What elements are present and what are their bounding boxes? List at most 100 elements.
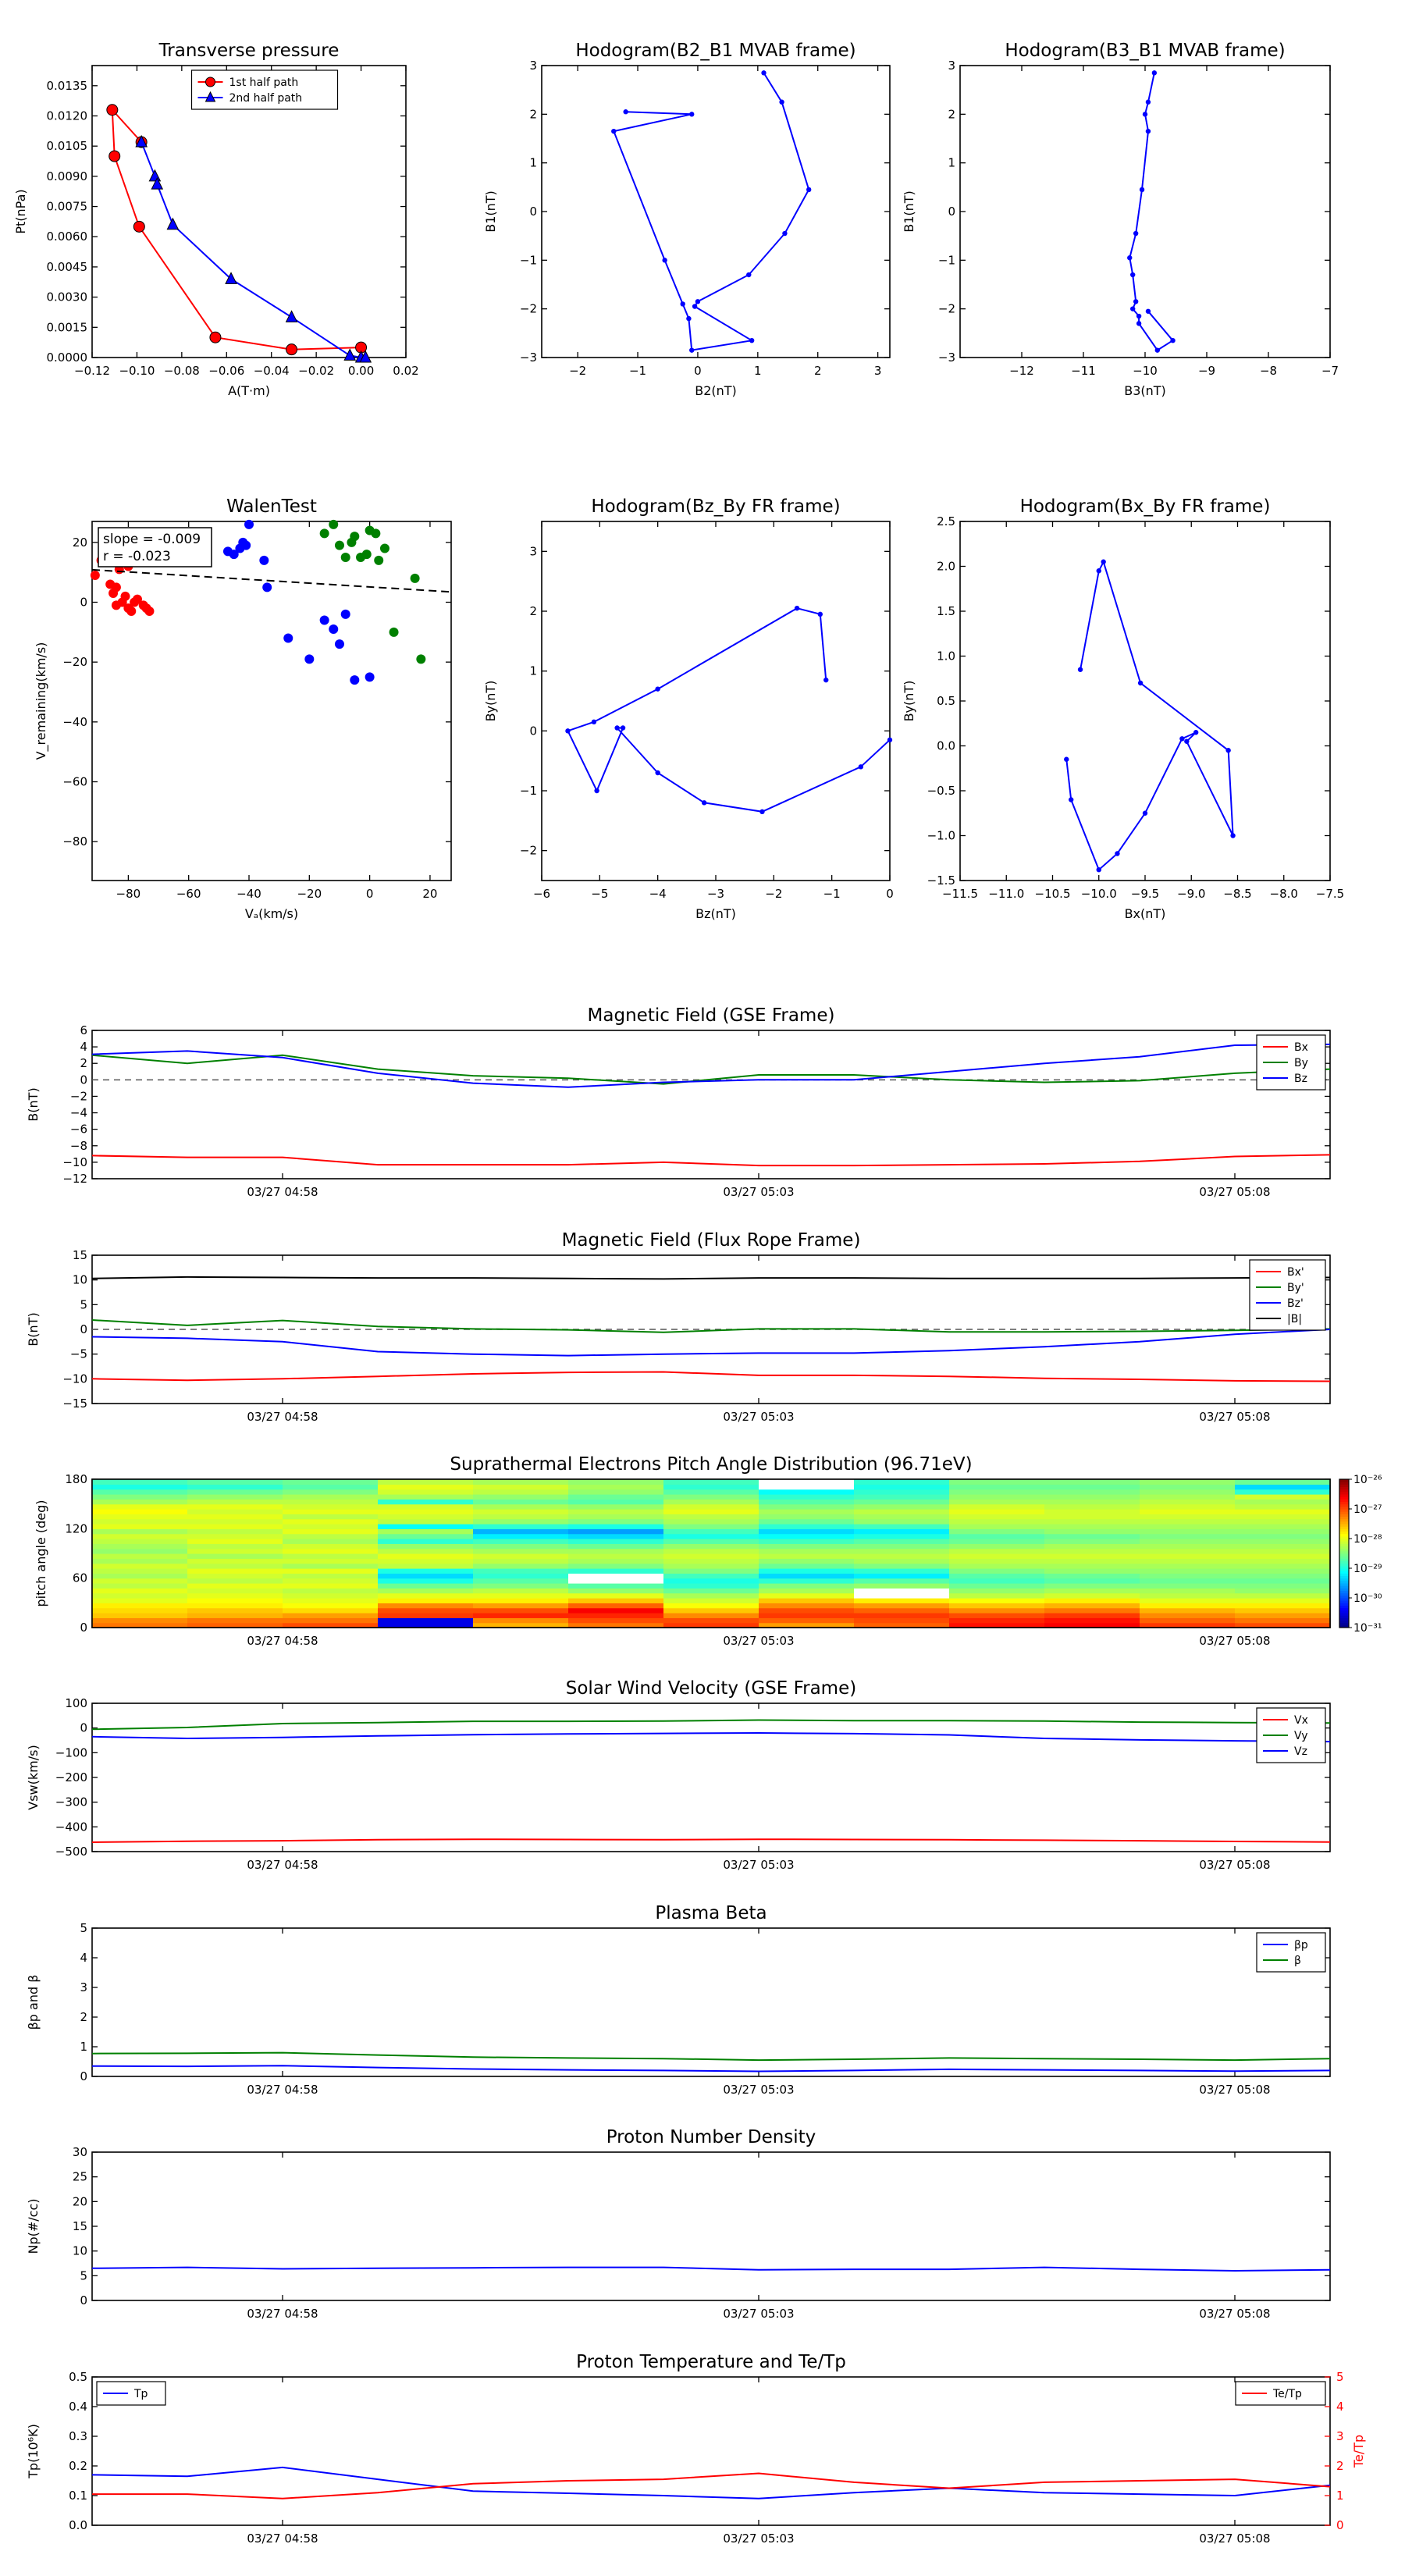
series-line-Vx [91, 1838, 1331, 1843]
y-tick-label: 0.0 [937, 739, 955, 753]
x-tick-label: 03/27 05:08 [1199, 2532, 1270, 2546]
heatmap-cell [92, 1622, 188, 1628]
heatmap-cell [759, 1518, 855, 1525]
x-tick-label: 2 [814, 364, 822, 378]
y-tick-label: −3 [938, 350, 955, 365]
x-tick-label: −9.5 [1131, 887, 1159, 901]
chart-transverse_pressure: Transverse pressure−0.12 −0.10 −0.08 −0.06−… [13, 41, 419, 398]
chart-title: Proton Temperature and Te/Tp [576, 2352, 846, 2372]
series-line-By [91, 1319, 1331, 1333]
heatmap-cell [1235, 1503, 1331, 1510]
plot-frame [91, 65, 407, 358]
heatmap-cell [1044, 1613, 1140, 1618]
heatmap-cell [663, 1489, 759, 1495]
x-tick-label: −9 [1198, 364, 1215, 378]
heatmap-cell [473, 1518, 569, 1525]
chart-title: Hodogram(Bz_By FR frame) [591, 496, 840, 517]
heatmap-cell [378, 1479, 474, 1485]
heatmap-cell [568, 1533, 664, 1539]
heatmap-cell [1044, 1494, 1140, 1500]
heatmap-cell [759, 1543, 855, 1550]
y-tick-label: 0.4 [69, 2400, 87, 2414]
heatmap-cell [473, 1489, 569, 1495]
data-point [761, 70, 767, 76]
scatter-point-blue [241, 540, 251, 550]
colorbar-segment [1339, 1484, 1349, 1487]
heatmap-cell [1044, 1573, 1140, 1579]
chart-title: Hodogram(Bx_By FR frame) [1020, 496, 1271, 517]
colorbar-segment [1339, 1556, 1349, 1559]
heatmap-cell [568, 1617, 664, 1624]
heatmap-cell [473, 1494, 569, 1500]
colorbar-segment [1339, 1580, 1349, 1584]
scatter-point-red [111, 582, 121, 592]
heatmap-cell [568, 1607, 664, 1614]
y-tick-label: 3 [80, 1980, 87, 1994]
y-tick-label-right: 0 [1336, 2518, 1344, 2532]
colorbar-segment [1339, 1615, 1349, 1618]
colorbar-label: 10⁻²⁹ [1353, 1563, 1382, 1575]
heatmap-cell [187, 1553, 283, 1559]
x-tick-label: −0.08 [164, 364, 200, 378]
data-point [806, 187, 812, 193]
heatmap-cell [854, 1528, 950, 1535]
y-axis-label: B1(nT) [902, 190, 916, 233]
heatmap-cell [378, 1583, 474, 1589]
heatmap-cell [759, 1548, 855, 1554]
heatmap-cell [949, 1563, 1045, 1569]
heatmap-cell [378, 1568, 474, 1574]
scatter-point-blue [259, 555, 269, 565]
legend-label: Vx [1294, 1714, 1308, 1727]
plot-frame [91, 2151, 1331, 2301]
chart-title: Suprathermal Electrons Pitch Angle Distr… [450, 1454, 972, 1475]
x-tick-label: −1 [629, 364, 646, 378]
heatmap-cell [473, 1578, 569, 1584]
chart-title: Proton Number Density [606, 2127, 816, 2147]
y-tick-label-right: 5 [1336, 2370, 1344, 2384]
heatmap-cell [378, 1548, 474, 1554]
heatmap-cell [663, 1617, 759, 1624]
heatmap-cell [283, 1607, 379, 1614]
heatmap-cell [949, 1553, 1045, 1559]
colorbar-segment [1339, 1548, 1349, 1552]
data-point [565, 728, 571, 734]
annotation-box [98, 527, 212, 568]
chart-title: Transverse pressure [158, 41, 340, 61]
x-tick-label: −11.0 [988, 887, 1024, 901]
x-tick-label: −7 [1321, 364, 1339, 378]
colorbar-segment [1339, 1539, 1349, 1542]
heatmap-cell [854, 1494, 950, 1500]
heatmap-cell [1044, 1499, 1140, 1505]
heatmap-cell [949, 1592, 1045, 1599]
y-tick-label: 2 [948, 107, 955, 121]
heatmap-cell [1044, 1543, 1140, 1550]
heatmap-cell [949, 1598, 1045, 1603]
heatmap-cell [759, 1479, 855, 1485]
heatmap-cell [187, 1514, 283, 1520]
y-tick-label-right: 4 [1336, 2400, 1344, 2414]
colorbar-label: 10⁻²⁸ [1353, 1533, 1382, 1546]
heatmap-cell [1140, 1528, 1236, 1535]
annotation-r: r = -0.023 [103, 549, 171, 564]
heatmap-cell [187, 1592, 283, 1599]
colorbar-segment [1339, 1506, 1349, 1510]
x-tick-label: 03/27 05:08 [1199, 1858, 1270, 1872]
heatmap-cell [187, 1499, 283, 1505]
y-tick-label: −2 [70, 1089, 87, 1103]
scatter-point-green [371, 528, 381, 539]
heatmap-cell [759, 1578, 855, 1584]
y-tick-label: 3 [529, 59, 537, 73]
heatmap-cell [1140, 1622, 1236, 1628]
heatmap-cell [1235, 1592, 1331, 1599]
chart-pad: Suprathermal Electrons Pitch Angle Distr… [34, 1454, 1382, 1648]
heatmap-cell [1044, 1484, 1140, 1490]
y-tick-label: −10 [62, 1372, 87, 1386]
data-point [594, 788, 599, 794]
y-tick-label: 0.0120 [47, 109, 88, 123]
heatmap-cell [949, 1603, 1045, 1609]
scatter-point-green [319, 528, 329, 539]
legend-box [1256, 1932, 1326, 1973]
y-tick-label: 1 [529, 664, 537, 678]
heatmap-cell [1140, 1479, 1236, 1485]
y-tick-label: −40 [62, 715, 87, 729]
